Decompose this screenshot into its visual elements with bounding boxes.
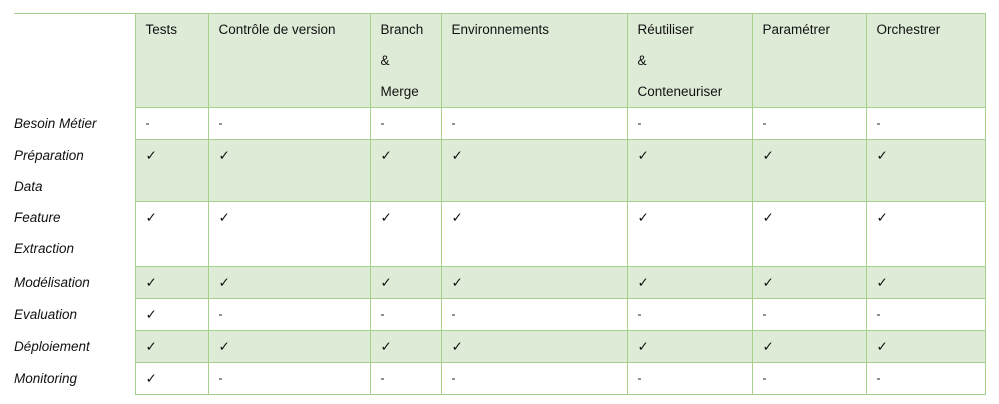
dash-cell: - [751,362,867,395]
row-label: Monitoring [14,362,136,395]
header-row: Tests Contrôle de version Branch & Merge En… [14,13,986,108]
table-row: Préparation Data ✓ ✓ ✓ ✓ ✓ ✓ ✓ [14,139,986,202]
check-cell: ✓ [369,266,442,299]
check-cell: ✓ [865,201,986,267]
dash-cell: - [440,107,628,140]
table-row: Besoin Métier - - - - - - - [14,107,986,140]
check-cell: ✓ [626,330,753,363]
dash-cell: - [865,107,986,140]
dash-cell: - [440,298,628,331]
column-header: Réutiliser & Conteneuriser [626,13,753,108]
row-label: Besoin Métier [14,107,136,140]
dash-cell: - [865,298,986,331]
check-cell: ✓ [751,266,867,299]
dash-cell: - [369,107,442,140]
check-cell: ✓ [134,330,209,363]
check-cell: ✓ [440,330,628,363]
column-header: Branch & Merge [369,13,442,108]
check-cell: ✓ [626,139,753,202]
check-cell: ✓ [865,266,986,299]
check-cell: ✓ [207,201,371,267]
check-cell: ✓ [207,139,371,202]
dash-cell: - [207,362,371,395]
check-cell: ✓ [751,139,867,202]
dash-cell: - [626,362,753,395]
dash-cell: - [626,107,753,140]
check-cell: ✓ [865,139,986,202]
dash-cell: - [207,298,371,331]
check-cell: ✓ [369,201,442,267]
row-label: Déploiement [14,330,136,363]
check-cell: ✓ [751,330,867,363]
check-cell: ✓ [134,298,209,331]
dash-cell: - [865,362,986,395]
dash-cell: - [751,107,867,140]
check-cell: ✓ [440,266,628,299]
column-header: Environnements [440,13,628,108]
check-cell: ✓ [207,330,371,363]
column-header: Orchestrer [865,13,986,108]
check-cell: ✓ [207,266,371,299]
row-label: Modélisation [14,266,136,299]
check-cell: ✓ [440,201,628,267]
mlops-practices-table: Tests Contrôle de version Branch & Merge En… [14,13,986,395]
table-row: Evaluation ✓ - - - - - - [14,298,986,331]
check-cell: ✓ [865,330,986,363]
corner-cell [14,13,136,108]
column-header: Paramétrer [751,13,867,108]
check-cell: ✓ [626,201,753,267]
check-cell: ✓ [440,139,628,202]
check-cell: ✓ [134,362,209,395]
table-row: Déploiement ✓ ✓ ✓ ✓ ✓ ✓ ✓ [14,330,986,363]
check-cell: ✓ [369,330,442,363]
dash-cell: - [440,362,628,395]
dash-cell: - [207,107,371,140]
dash-cell: - [369,298,442,331]
dash-cell: - [751,298,867,331]
table-row: Modélisation ✓ ✓ ✓ ✓ ✓ ✓ ✓ [14,266,986,299]
check-cell: ✓ [134,266,209,299]
check-cell: ✓ [626,266,753,299]
check-cell: ✓ [751,201,867,267]
column-header: Contrôle de version [207,13,371,108]
check-cell: ✓ [369,139,442,202]
table-row: Feature Extraction ✓ ✓ ✓ ✓ ✓ ✓ ✓ [14,201,986,267]
dash-cell: - [369,362,442,395]
row-label: Feature Extraction [14,201,136,267]
check-cell: ✓ [134,201,209,267]
table-row: Monitoring ✓ - - - - - - [14,362,986,395]
dash-cell: - [626,298,753,331]
column-header: Tests [134,13,209,108]
row-label: Préparation Data [14,139,136,202]
row-label: Evaluation [14,298,136,331]
dash-cell: - [134,107,209,140]
check-cell: ✓ [134,139,209,202]
